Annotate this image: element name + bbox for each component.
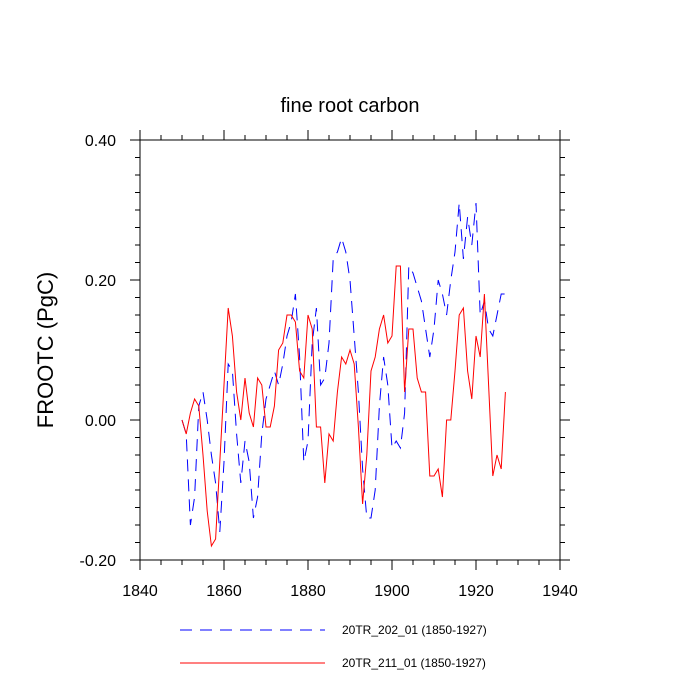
x-tick-label: 1860: [206, 583, 242, 600]
axis-ticks: [130, 130, 570, 570]
y-tick-label: 0.00: [85, 413, 116, 430]
legend-label-1: 20TR_202_01 (1850-1927): [342, 623, 487, 637]
legend: 20TR_202_01 (1850-1927) 20TR_211_01 (1850…: [180, 623, 487, 670]
x-tick-label: 1920: [458, 583, 494, 600]
y-tick-label: 0.40: [85, 133, 116, 150]
x-tick-label: 1940: [542, 583, 578, 600]
plot-frame: [139, 139, 561, 561]
chart-title: fine root carbon: [281, 95, 420, 117]
series-line-1: [181, 202, 506, 533]
x-tick-label: 1900: [374, 583, 410, 600]
x-tick-label: 1840: [122, 583, 158, 600]
x-tick-label: 1880: [290, 583, 326, 600]
series-line-2: [181, 265, 506, 548]
y-tick-label: -0.20: [80, 553, 117, 570]
y-axis-label: FROOTC (PgC): [33, 272, 58, 428]
axis-tick-labels: 1840 1860 1880 1900 1920 1940 -0.20 0.00 0.20 0.4…: [80, 133, 578, 600]
legend-label-2: 20TR_211_01 (1850-1927): [342, 656, 486, 670]
series-lines: [181, 202, 506, 548]
y-tick-label: 0.20: [85, 273, 116, 290]
